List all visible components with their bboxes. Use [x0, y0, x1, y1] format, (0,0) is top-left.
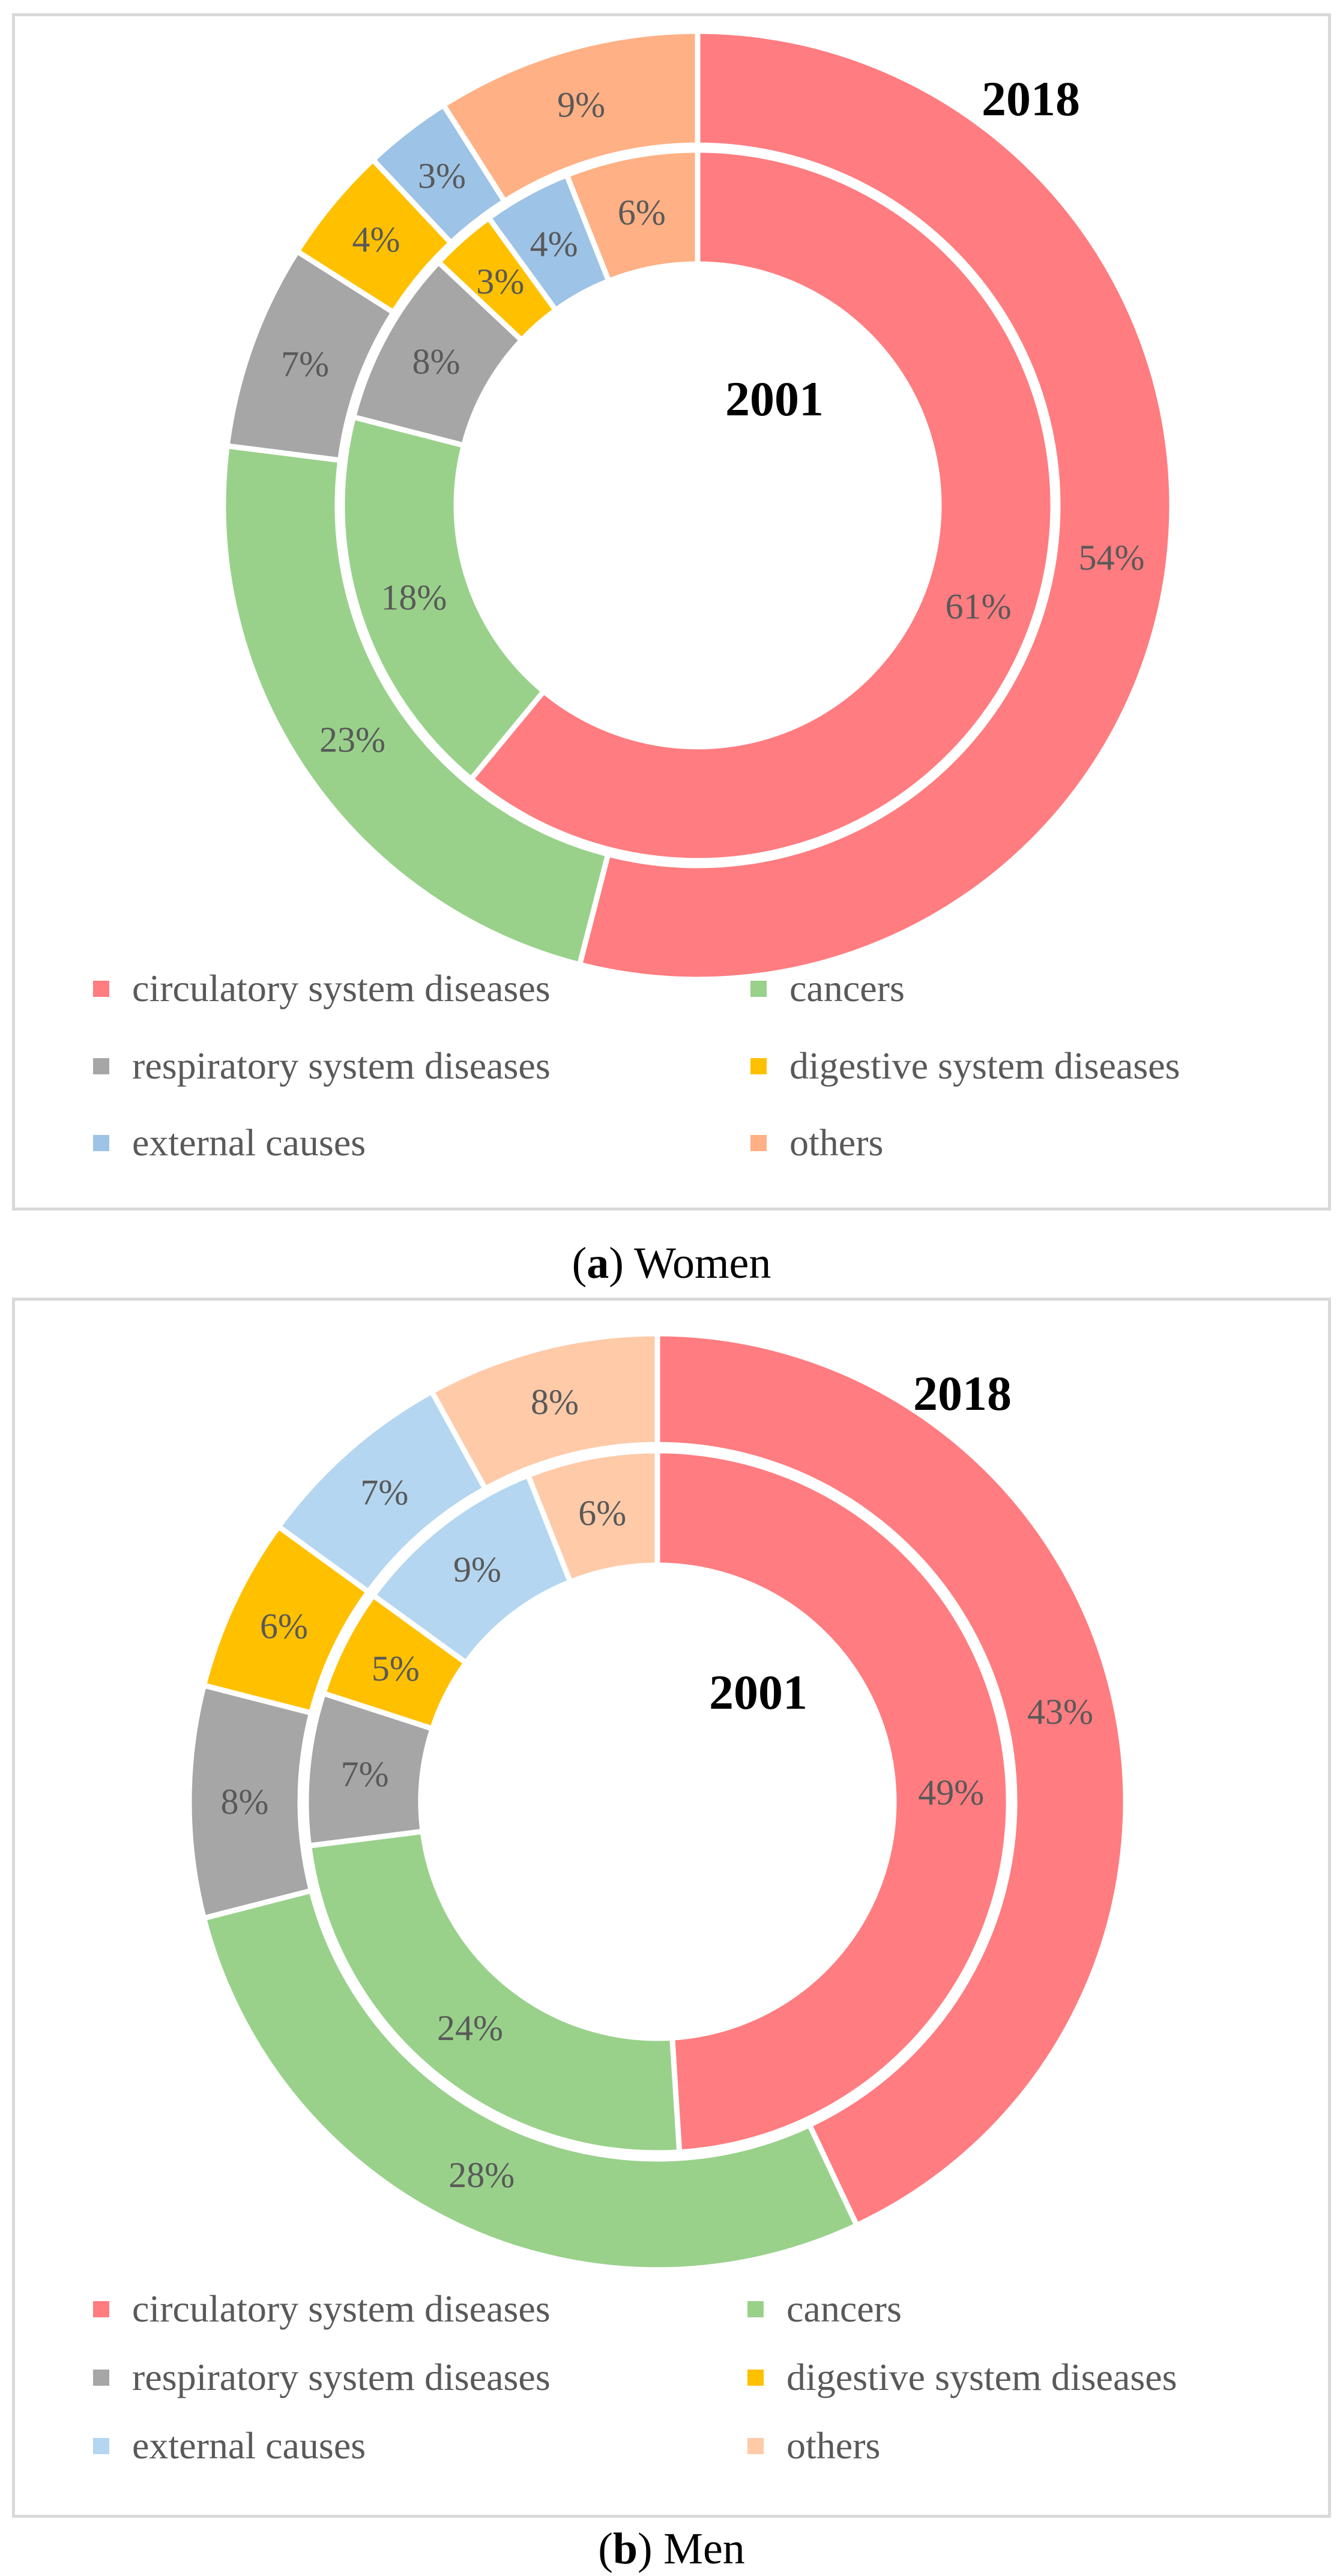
inner-ring-segment-others: [564, 147, 701, 284]
outer-ring-label-external: 7%: [360, 1472, 408, 1512]
inner-ring-label-circulatory: 49%: [918, 1773, 984, 1813]
outer-ring-label-digestive: 6%: [260, 1606, 308, 1646]
legend-label-cancers: cancers: [789, 967, 905, 1010]
legend-label-others: others: [786, 2424, 881, 2467]
outer-ring-label-respiratory: 8%: [221, 1782, 269, 1822]
outer-ring-year-label: 2018: [982, 71, 1080, 126]
inner-ring-segment-cancers: [306, 1828, 683, 2156]
legend-swatch-digestive: [747, 2369, 764, 2386]
legend-label-external: external causes: [132, 2424, 366, 2467]
outer-ring-label-others: 8%: [531, 1382, 579, 1422]
outer-ring-year-label: 2018: [913, 1366, 1012, 1421]
inner-ring-segment-others: [525, 1448, 660, 1585]
legend-label-circulatory: circulatory system diseases: [132, 2287, 551, 2330]
inner-ring-label-digestive: 5%: [372, 1649, 420, 1688]
caption-letter-b: b: [612, 2524, 638, 2574]
legend-swatch-external: [93, 2437, 109, 2454]
outer-ring-label-circulatory: 43%: [1027, 1692, 1093, 1732]
legend-item-respiratory: respiratory system diseases: [93, 2355, 551, 2400]
inner-ring-label-respiratory: 7%: [341, 1754, 389, 1794]
legend-swatch-respiratory: [93, 1058, 109, 1074]
inner-ring-segment-circulatory: [468, 147, 1056, 864]
chart-panel-men: 43% 28% 8% 6% 7% 8% 49% 24% 7% 5% 9% 6% 2018 2001 cir…: [12, 1298, 1331, 2518]
outer-ring-segment-circulatory: [577, 28, 1175, 983]
legend-swatch-circulatory: [93, 980, 109, 997]
legend-swatch-cancers: [747, 2301, 764, 2317]
chart-panel-women: 54% 23% 7% 4% 3% 9% 61% 18% 8% 3% 4% 6% 2018 2001 cir…: [12, 13, 1331, 1211]
outer-ring-segment-others: [429, 1331, 660, 1492]
legend-swatch-external: [93, 1134, 109, 1151]
outer-ring-label-digestive: 4%: [352, 220, 400, 259]
legend-label-cancers: cancers: [786, 2287, 902, 2330]
outer-ring-segment-circulatory: [654, 1331, 1129, 2228]
inner-ring-label-circulatory: 61%: [946, 586, 1012, 626]
legend-item-others: others: [750, 1121, 883, 1165]
inner-ring-label-others: 6%: [618, 193, 666, 232]
outer-ring-segment-cancers: [220, 443, 611, 968]
outer-ring-segment-cancers: [201, 1888, 860, 2273]
inner-ring-label-respiratory: 8%: [412, 342, 460, 382]
outer-ring-label-circulatory: 54%: [1079, 538, 1145, 577]
caption-text-women: Women: [634, 1239, 771, 1288]
legend-label-respiratory: respiratory system diseases: [132, 1044, 551, 1087]
inner-ring-label-external: 4%: [530, 224, 578, 263]
legend-label-circulatory: circulatory system diseases: [132, 967, 551, 1010]
legend-swatch-others: [747, 2437, 764, 2454]
legend-label-respiratory: respiratory system diseases: [132, 2356, 551, 2398]
legend-item-circulatory: circulatory system diseases: [93, 966, 551, 1011]
legend-item-cancers: cancers: [747, 2287, 902, 2331]
legend-item-circulatory: circulatory system diseases: [93, 2287, 551, 2331]
legend-item-external: external causes: [93, 1121, 366, 1165]
legend-swatch-cancers: [750, 980, 767, 997]
outer-ring-label-others: 9%: [557, 85, 605, 125]
inner-ring-label-others: 6%: [578, 1493, 626, 1533]
inner-ring-segment-cancers: [339, 414, 547, 782]
legend-item-digestive: digestive system diseases: [750, 1044, 1180, 1088]
legend-label-digestive: digestive system diseases: [786, 2356, 1177, 2398]
legend-swatch-respiratory: [93, 2369, 109, 2386]
legend-item-respiratory: respiratory system diseases: [93, 1044, 551, 1088]
inner-ring-label-external: 9%: [453, 1550, 501, 1589]
outer-ring-label-respiratory: 7%: [281, 345, 329, 384]
legend-item-external: external causes: [93, 2424, 366, 2468]
caption-text-men: Men: [663, 2524, 745, 2574]
inner-ring-year-label: 2001: [725, 372, 824, 426]
legend-item-digestive: digestive system diseases: [747, 2355, 1177, 2400]
legend-label-external: external causes: [132, 1121, 366, 1164]
inner-ring-segment-circulatory: [654, 1448, 1012, 2155]
legend-item-cancers: cancers: [750, 966, 905, 1011]
outer-ring-label-cancers: 23%: [319, 720, 385, 760]
legend-swatch-others: [750, 1134, 767, 1151]
legend-label-others: others: [789, 1121, 884, 1164]
legend-item-others: others: [747, 2424, 880, 2468]
outer-ring-label-external: 3%: [418, 156, 466, 196]
outer-ring-segment-others: [441, 28, 701, 204]
outer-ring-label-cancers: 28%: [448, 2155, 515, 2195]
legend-label-digestive: digestive system diseases: [789, 1044, 1180, 1087]
inner-ring-label-cancers: 18%: [381, 578, 447, 618]
legend-swatch-digestive: [750, 1058, 767, 1074]
legend-swatch-circulatory: [93, 2301, 109, 2317]
inner-ring-label-digestive: 3%: [476, 262, 524, 301]
inner-ring-year-label: 2001: [709, 1665, 807, 1720]
caption-men: (b) Men: [598, 2524, 745, 2574]
caption-letter-a: a: [587, 1239, 609, 1288]
doughnut-chart-men: 43% 28% 8% 6% 7% 8% 49% 24% 7% 5% 9% 6% 2018 2001: [186, 1331, 1129, 2273]
inner-ring-label-cancers: 24%: [437, 2008, 503, 2048]
caption-women: (a) Women: [572, 1239, 771, 1288]
